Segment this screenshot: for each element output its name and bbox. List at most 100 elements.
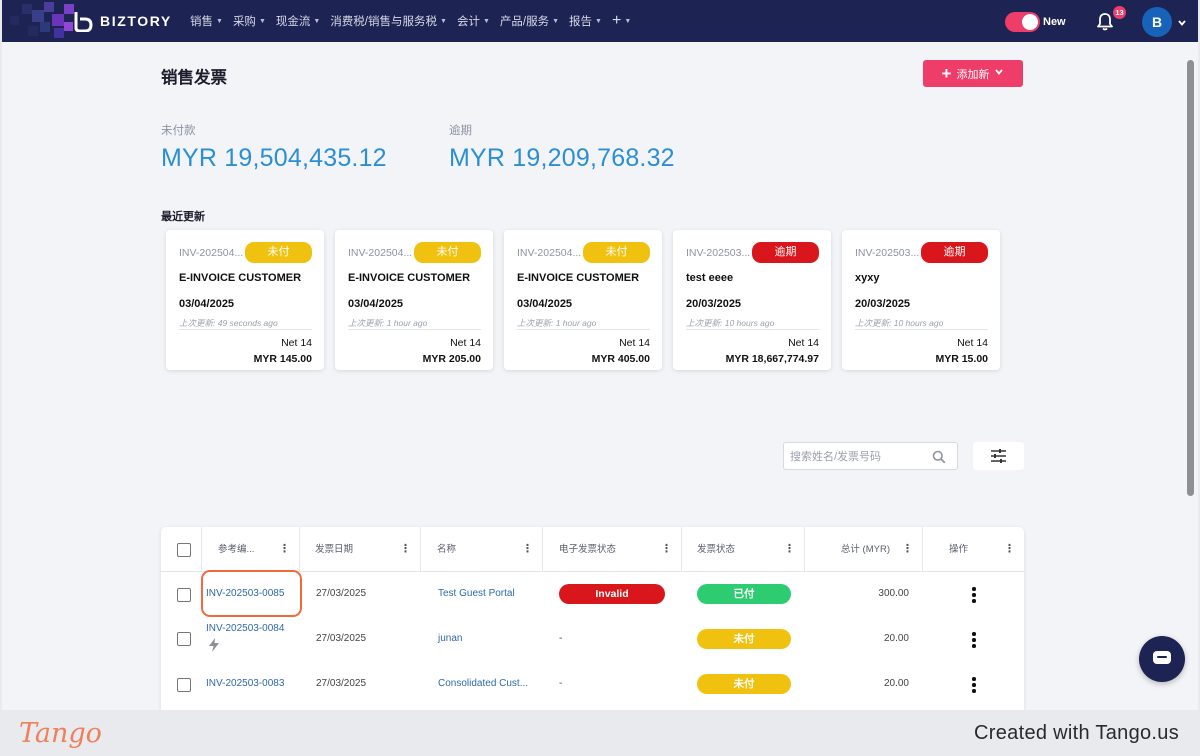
invoice-date: 03/04/2025	[517, 298, 573, 310]
divider	[179, 329, 312, 330]
table-row[interactable]: INV-202503-0083 27/03/2025 Consolidated …	[161, 662, 1024, 707]
last-updated: 上次更新: 10 hours ago	[855, 318, 944, 328]
payment-terms: Net 14	[957, 337, 988, 349]
header-label: 发票状态	[697, 544, 736, 555]
chat-icon	[1152, 650, 1172, 673]
chevron-down-icon[interactable]	[1177, 15, 1187, 26]
column-menu-icon[interactable]: ⋮	[902, 543, 913, 555]
menu-label: 报告	[569, 16, 593, 28]
invoice-date: 20/03/2025	[686, 298, 742, 310]
invoice-number: INV-202503...	[855, 247, 920, 259]
recent-invoice-card[interactable]: INV-202503... 逾期 xyxy 20/03/2025 上次更新: 1…	[842, 230, 1000, 370]
search-input[interactable]	[790, 447, 930, 466]
filter-button[interactable]	[973, 442, 1024, 470]
invoice-table: 参考编... ⋮ 发票日期 ⋮ 名称 ⋮ 电子发票状态 ⋮ 发票状态 ⋮ 总计 (MYR)…	[161, 527, 1024, 710]
more-actions-icon[interactable]	[972, 587, 976, 605]
einvoice-status-badge: Invalid	[559, 584, 665, 604]
total-cell: 20.00	[883, 633, 909, 644]
column-menu-icon[interactable]: ⋮	[661, 543, 672, 555]
table-row[interactable]: INV-202503-0084 27/03/2025 junan - 未付 20…	[161, 617, 1024, 662]
customer-name-link[interactable]: Test Guest Portal	[438, 588, 515, 599]
menu-item-tax[interactable]: 消费税/销售与服务税 ▼	[330, 13, 447, 29]
invoice-ref-link[interactable]: INV-202503-0085	[206, 588, 285, 599]
einvoice-status-cell: -	[559, 633, 563, 644]
header-name[interactable]: 名称 ⋮	[421, 527, 543, 572]
header-label: 操作	[949, 544, 969, 555]
customer-name-link[interactable]: Consolidated Cust...	[438, 678, 529, 689]
bell-icon[interactable]	[1095, 12, 1115, 32]
header-label: 名称	[437, 544, 457, 555]
search-icon[interactable]	[932, 450, 946, 464]
focus-highlight-outline	[201, 570, 302, 617]
row-checkbox[interactable]	[177, 678, 191, 692]
menu-item-accounting[interactable]: 会计 ▼	[457, 13, 490, 29]
menu-item-reports[interactable]: 报告 ▼	[569, 13, 602, 29]
lightning-icon	[208, 638, 220, 657]
row-checkbox[interactable]	[177, 632, 191, 646]
top-navbar: BIZTORY 销售 ▼ 采购 ▼ 现金流 ▼ 消费税/销售与服务税 ▼ 会计 ▼ 产品/…	[2, 0, 1198, 42]
payment-terms: Net 14	[281, 337, 312, 349]
row-checkbox[interactable]	[177, 588, 191, 602]
invoice-number: INV-202504...	[348, 247, 413, 259]
invoice-ref-link[interactable]: INV-202503-0084	[206, 623, 285, 634]
overdue-value: MYR 19,209,768.32	[449, 144, 675, 172]
recent-invoice-card[interactable]: INV-202503... 逾期 test eeee 20/03/2025 上次…	[673, 230, 831, 370]
customer-name-link[interactable]: junan	[438, 633, 463, 644]
header-invoice-status[interactable]: 发票状态 ⋮	[682, 527, 805, 572]
brand-name: BIZTORY	[100, 13, 172, 29]
invoice-amount: MYR 18,667,774.97	[725, 353, 819, 365]
column-menu-icon[interactable]: ⋮	[400, 543, 411, 555]
more-actions-icon[interactable]	[972, 677, 976, 695]
chevron-down-icon: ▼	[624, 17, 632, 25]
page-title: 销售发票	[161, 69, 227, 87]
menu-add-button[interactable]: + ▼	[612, 12, 631, 30]
menu-label: 消费税/销售与服务税	[330, 16, 438, 28]
chat-launcher-button[interactable]	[1139, 636, 1185, 682]
customer-name: E-INVOICE CUSTOMER	[179, 272, 302, 284]
customer-name: test eeee	[686, 272, 734, 284]
header-date[interactable]: 发票日期 ⋮	[300, 527, 421, 572]
recent-invoice-card[interactable]: INV-202504... 未付 E-INVOICE CUSTOMER 03/0…	[166, 230, 324, 370]
overdue-label: 逾期	[449, 125, 472, 137]
invoice-date-cell: 27/03/2025	[316, 588, 367, 599]
more-actions-icon[interactable]	[972, 632, 976, 650]
customer-name: E-INVOICE CUSTOMER	[348, 272, 471, 284]
add-new-button[interactable]: + 添加新	[923, 60, 1023, 87]
column-menu-icon[interactable]: ⋮	[522, 543, 533, 555]
chevron-down-icon	[994, 67, 1004, 80]
invoice-number: INV-202503...	[686, 247, 751, 259]
menu-item-cashflow[interactable]: 现金流 ▼	[276, 13, 320, 29]
invoice-date-cell: 27/03/2025	[316, 633, 367, 644]
biztory-logo[interactable]: BIZTORY	[72, 10, 172, 33]
einvoice-status-cell: -	[559, 678, 563, 689]
invoice-amount: MYR 205.00	[422, 353, 481, 365]
invoice-ref-link[interactable]: INV-202503-0083	[206, 678, 285, 689]
status-badge: 未付	[414, 242, 481, 263]
recent-invoice-card[interactable]: INV-202504... 未付 E-INVOICE CUSTOMER 03/0…	[335, 230, 493, 370]
notification-badge: 13	[1113, 6, 1126, 19]
menu-item-products[interactable]: 产品/服务 ▼	[500, 13, 559, 29]
column-menu-icon[interactable]: ⋮	[784, 543, 795, 555]
divider	[348, 329, 481, 330]
column-menu-icon[interactable]: ⋮	[1004, 543, 1015, 555]
plus-icon: +	[941, 64, 952, 83]
created-with-text: Created with Tango.us	[974, 722, 1179, 744]
avatar[interactable]: B	[1142, 7, 1172, 37]
page-scrollbar[interactable]	[1187, 60, 1194, 496]
status-badge: 未付	[245, 242, 312, 263]
menu-item-purchases[interactable]: 采购 ▼	[233, 13, 266, 29]
menu-item-sales[interactable]: 销售 ▼	[190, 13, 223, 29]
select-all-checkbox[interactable]	[177, 543, 191, 557]
last-updated: 上次更新: 10 hours ago	[686, 318, 775, 328]
invoice-status-badge: 未付	[697, 674, 791, 694]
status-badge: 逾期	[921, 242, 988, 263]
total-cell: 300.00	[878, 588, 909, 599]
table-row[interactable]: INV-202503-0085 27/03/2025 Test Guest Po…	[161, 572, 1024, 617]
chevron-down-icon: ▼	[258, 17, 266, 25]
column-menu-icon[interactable]: ⋮	[279, 543, 290, 555]
new-ui-toggle[interactable]	[1005, 12, 1040, 32]
header-total[interactable]: 总计 (MYR) ⋮	[805, 527, 923, 572]
header-einvoice-status[interactable]: 电子发票状态 ⋮	[543, 527, 682, 572]
header-ref[interactable]: 参考编... ⋮	[202, 527, 300, 572]
recent-invoice-card[interactable]: INV-202504... 未付 E-INVOICE CUSTOMER 03/0…	[504, 230, 662, 370]
